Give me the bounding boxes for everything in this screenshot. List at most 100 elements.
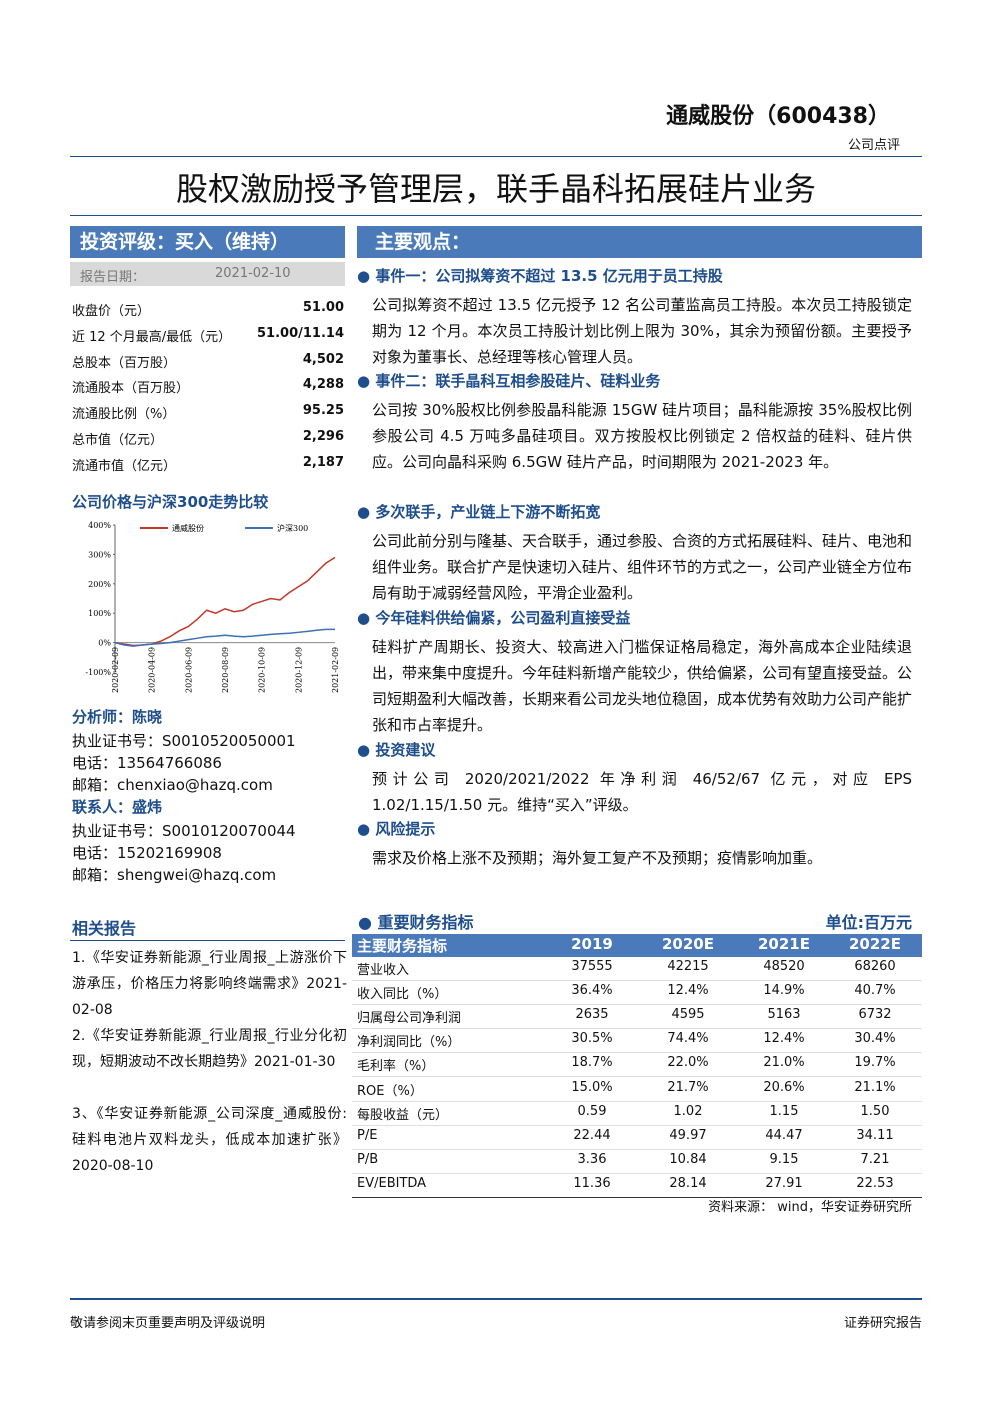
views-title: 主要观点： [357,226,922,258]
view-heading: ● 风险提示 [357,820,436,838]
analyst-phone: 电话：13564766086 [72,754,222,772]
fin-title: ● 重要财务指标 [358,913,474,932]
y-tick-label: 300% [88,550,111,559]
y-tick-label: 0% [98,639,111,648]
stat-label: 总股本（百万股） [72,355,177,371]
fin-cell: 净利润同比（%） [357,1035,461,1051]
stat-value: 51.00/11.14 [257,325,344,341]
fin-cell: 19.7% [854,1055,896,1071]
fin-cell: 3.36 [577,1151,607,1167]
view-heading: ● 今年硅料供给偏紧，公司盈利直接受益 [357,609,631,627]
view-text: 公司按 30%股权比例参股晶科能源 15GW 硅片项目；晶科能源按 35%股权比… [372,401,912,471]
stat-value: 2,187 [302,454,344,470]
fin-header: 2022E [849,935,901,953]
fin-cell: 21.7% [667,1079,709,1095]
y-tick-label: 200% [88,580,111,589]
fin-cell: 36.4% [571,983,613,999]
fin-cell: 40.7% [854,983,896,999]
company: 通威股份（600438） [666,104,890,129]
fin-cell: P/E [357,1127,378,1143]
analyst-phone: 电话：15202169908 [72,844,222,862]
view-text: 硅料扩产周期长、投资大、较高进入门槛保证格局稳定，海外高成本企业陆续退出，带来集… [372,638,913,734]
fin-cell: 15.0% [571,1079,613,1095]
analyst-cert: 执业证书号：S0010120070044 [72,822,296,840]
fin-cell: 74.4% [667,1031,709,1047]
fin-row-rule [352,1100,922,1102]
fin-cell: 毛利率（%） [357,1059,435,1075]
fin-cell: 18.7% [571,1055,613,1071]
stat-label: 流通市值（亿元） [72,458,177,474]
view-heading-text: 投资建议 [375,741,436,759]
fin-row-rule [352,1028,922,1030]
stat-value: 4,502 [302,351,344,367]
view-heading-text: 多次联手，产业链上下游不断拓宽 [375,503,601,521]
fin-cell: 12.4% [667,983,709,999]
y-tick-label: 400% [88,521,111,530]
fin-cell: 7.21 [860,1151,890,1167]
stat-value: 4,288 [302,377,344,393]
fin-cell: 归属母公司净利润 [357,1011,462,1027]
fin-header: 2019 [571,935,613,953]
chart-title: 公司价格与沪深300走势比较 [72,493,269,511]
stat-label: 总市值（亿元） [72,433,164,448]
fin-row-rule [352,1172,922,1174]
fin-cell: 68260 [854,959,896,974]
footer-rule [70,1298,922,1300]
x-tick-label: 2020-10-09 [258,647,267,693]
rule [70,156,922,157]
view-text: 需求及价格上涨不及预期；海外复工复产不及预期；疫情影响加重。 [372,849,823,867]
stat-label: 收盘价（元） [72,304,151,319]
analyst-email: 邮箱：shengwei@hazq.com [72,866,277,884]
analyst-email: 邮箱：chenxiao@hazq.com [72,776,273,794]
rule [70,940,345,941]
view-heading-text: 风险提示 [375,820,436,838]
fin-cell: 28.14 [669,1175,707,1191]
related-title: 相关报告 [72,919,137,938]
analyst-role: 联系人：盛炜 [72,798,163,816]
analyst-role: 分析师：陈晓 [72,708,163,726]
x-tick-label: 2020-04-09 [148,647,157,693]
fin-cell: 22.53 [856,1175,894,1191]
fin-cell: 42215 [667,959,709,974]
stat-label: 流通股本（百万股） [72,381,190,397]
view-heading: ● 事件二：联手晶科互相参股硅片、硅料业务 [357,372,661,390]
fin-cell: 22.44 [573,1127,611,1143]
fin-header-bg [352,934,922,957]
fin-cell: 营业收入 [357,963,410,978]
legend-label: 通威股份 [172,523,204,533]
fin-cell: 14.9% [763,983,805,999]
stat-value: 51.00 [302,300,344,315]
fin-cell: 6732 [858,1007,892,1023]
view-heading-text: 今年硅料供给偏紧，公司盈利直接受益 [375,609,631,627]
fin-header: 2021E [758,935,810,953]
fin-cell: 1.50 [860,1103,890,1119]
x-tick-label: 2020-02-09 [111,647,120,693]
rating: 投资评级：买入（维持） [70,226,345,258]
x-tick-label: 2020-08-09 [221,647,230,693]
fin-cell: 30.4% [854,1031,896,1047]
fin-cell: 48520 [763,959,805,974]
fin-cell: 22.0% [667,1055,709,1071]
fin-row-rule [352,1052,922,1054]
fin-cell: 37555 [571,959,613,974]
related-item: 1.《华安证券新能源_行业周报_上游涨价下游承压，价格压力将影响终端需求》202… [72,950,347,1018]
fin-cell: EV/EBITDA [357,1175,427,1191]
source: 资料来源： wind，华安证券研究所 [708,1200,912,1215]
fin-cell: 34.11 [856,1127,894,1143]
fin-cell: 27.91 [765,1175,803,1191]
fin-cell: 11.36 [573,1175,611,1191]
fin-cell: 49.97 [669,1127,707,1143]
fin-row-rule [352,1196,922,1198]
y-tick-label: 100% [88,609,111,618]
fin-cell: 20.6% [763,1079,805,1095]
fin-cell: 10.84 [669,1151,707,1167]
date: 2021-02-10 [215,266,291,281]
fin-row-rule [352,980,922,981]
price-chart: -100% 0% 100% 200% 300% 400% 2020-02-09 2020-04… [85,521,340,693]
date-label: 报告日期： [80,270,146,285]
fin-cell: 44.47 [765,1127,803,1143]
fin-title-text: 重要财务指标 [377,913,474,932]
fin-cell: 5163 [767,1007,801,1023]
view-text: 预计公司 2020/2021/2022 年净利润 46/52/67 亿元，对应 … [372,770,912,814]
